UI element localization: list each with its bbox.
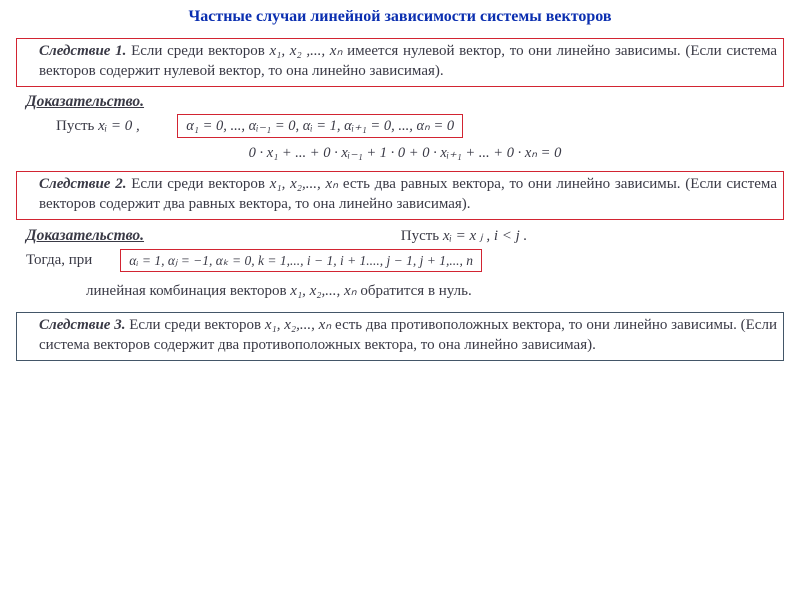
proof-2-concl-post: обратится в нуль. [357, 283, 472, 299]
proof-2-concl-vec: x₁, x₂,..., xₙ [290, 283, 356, 299]
corollary-2-label: Следствие 2. [39, 176, 126, 192]
corollary-2-vectors: x₁, x₂,..., xₙ [270, 176, 338, 192]
proof-2-label: Доказательство. [26, 227, 144, 245]
corollary-1-label: Следствие 1. [39, 43, 126, 59]
proof-1-let: Пусть [56, 118, 98, 134]
corollary-1-box: Следствие 1. Если среди векторов x₁, x₂ … [16, 38, 784, 87]
page-title: Частные случаи линейной зависимости сист… [16, 8, 784, 26]
proof-1-alpha-box: α₁ = 0, ..., αᵢ₋₁ = 0, αᵢ = 1, αᵢ₊₁ = 0,… [177, 114, 463, 139]
corollary-3-pre: Если среди векторов [125, 317, 264, 333]
document-page: Частные случаи линейной зависимости сист… [0, 0, 800, 361]
proof-1-label: Доказательство. [26, 93, 784, 111]
proof-2-then: Тогда, при [26, 251, 92, 271]
proof-2-concl-pre: линейная комбинация векторов [86, 283, 290, 299]
proof-1-line-1: Пусть xᵢ = 0 , α₁ = 0, ..., αᵢ₋₁ = 0, αᵢ… [26, 114, 784, 139]
corollary-3-vectors: x₁, x₂,..., xₙ [265, 317, 331, 333]
proof-2-conclusion: линейная комбинация векторов x₁, x₂,...,… [86, 282, 784, 302]
corollary-3-box: Следствие 3. Если среди векторов x₁, x₂,… [16, 312, 784, 361]
corollary-3-label: Следствие 3. [39, 317, 125, 333]
proof-1-sum: 0 · x₁ + ... + 0 · xᵢ₋₁ + 1 · 0 + 0 · xᵢ… [26, 144, 784, 163]
proof-2-line-2: Тогда, при αᵢ = 1, αⱼ = −1, αₖ = 0, k = … [26, 249, 784, 273]
corollary-2-pre: Если среди векторов [126, 176, 269, 192]
proof-1-xi: xᵢ = 0 , [98, 118, 140, 134]
corollary-1-vectors: x₁, x₂ ,..., xₙ [269, 43, 342, 59]
proof-2-let: Пусть [401, 228, 443, 244]
corollary-1-pre: Если среди векторов [126, 43, 269, 59]
proof-2-xij: xᵢ = x ⱼ , i < j . [443, 228, 527, 244]
proof-2-line-1: Доказательство. Пусть xᵢ = x ⱼ , i < j . [26, 226, 784, 245]
proof-2-alpha-box: αᵢ = 1, αⱼ = −1, αₖ = 0, k = 1,..., i − … [120, 249, 482, 273]
corollary-2-box: Следствие 2. Если среди векторов x₁, x₂,… [16, 171, 784, 220]
